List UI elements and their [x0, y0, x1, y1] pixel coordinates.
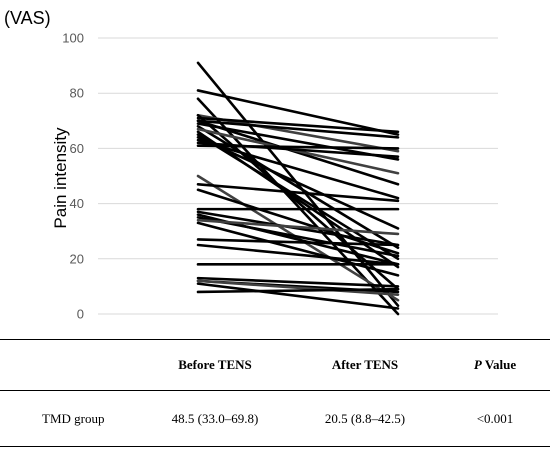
- subject-line: [196, 282, 400, 310]
- header-group: [0, 340, 140, 391]
- subject-line: [196, 182, 400, 203]
- y-tick-label: 100: [62, 31, 84, 46]
- subject-line: [196, 238, 400, 247]
- header-after-tens: After TENS: [331, 357, 399, 372]
- gridlines: [98, 37, 498, 315]
- table-header-row: Before TENS After TENS P Value: [0, 340, 550, 391]
- table-row: TMD group 48.5 (33.0–69.8) 20.5 (8.8–42.…: [0, 391, 550, 447]
- cell-after: 20.5 (8.8–42.5): [324, 410, 406, 426]
- y-tick-label: 40: [70, 196, 84, 211]
- header-p-text: Value: [481, 357, 517, 372]
- y-tick-label: 60: [70, 141, 84, 156]
- subject-line: [196, 287, 400, 294]
- subject-line: [196, 136, 400, 230]
- subject-line: [196, 144, 400, 150]
- unit-label: (VAS): [4, 8, 51, 28]
- subject-line: [196, 243, 400, 266]
- subject-line: [196, 276, 400, 288]
- subject-line: [196, 133, 400, 261]
- y-axis-ticks: 0 20 40 60 80 100: [62, 31, 84, 322]
- header-p-symbol: P: [473, 357, 482, 372]
- subject-line: [196, 127, 400, 175]
- subject-line: [196, 174, 400, 302]
- y-axis-label: Pain intensity: [51, 127, 70, 229]
- header-before-tens: Before TENS: [178, 357, 252, 372]
- subject-line: [196, 119, 400, 186]
- subject-line: [196, 218, 400, 236]
- subject-line: [196, 279, 400, 296]
- subject-line: [196, 210, 400, 247]
- subject-line: [196, 188, 400, 255]
- y-tick-label: 0: [77, 307, 84, 322]
- y-tick-label: 80: [70, 86, 84, 101]
- subject-line: [196, 221, 400, 277]
- subject-line: [196, 138, 400, 200]
- cell-before: 48.5 (33.0–69.8): [171, 410, 259, 426]
- paired-line-chart: (VAS) Pain intensity 0 20 40 60 80 100: [4, 8, 498, 322]
- cell-group: TMD group: [42, 410, 105, 426]
- statistics-table: Before TENS After TENS P Value TMD group…: [0, 339, 550, 447]
- subject-line: [196, 119, 400, 139]
- subject-line: [196, 116, 400, 134]
- subject-line: [196, 216, 400, 258]
- header-p-value: P Value: [440, 340, 550, 391]
- cell-p-value: <0.001: [476, 410, 514, 426]
- y-tick-label: 20: [70, 251, 84, 266]
- subject-line: [196, 89, 400, 136]
- subject-lines: [196, 61, 400, 316]
